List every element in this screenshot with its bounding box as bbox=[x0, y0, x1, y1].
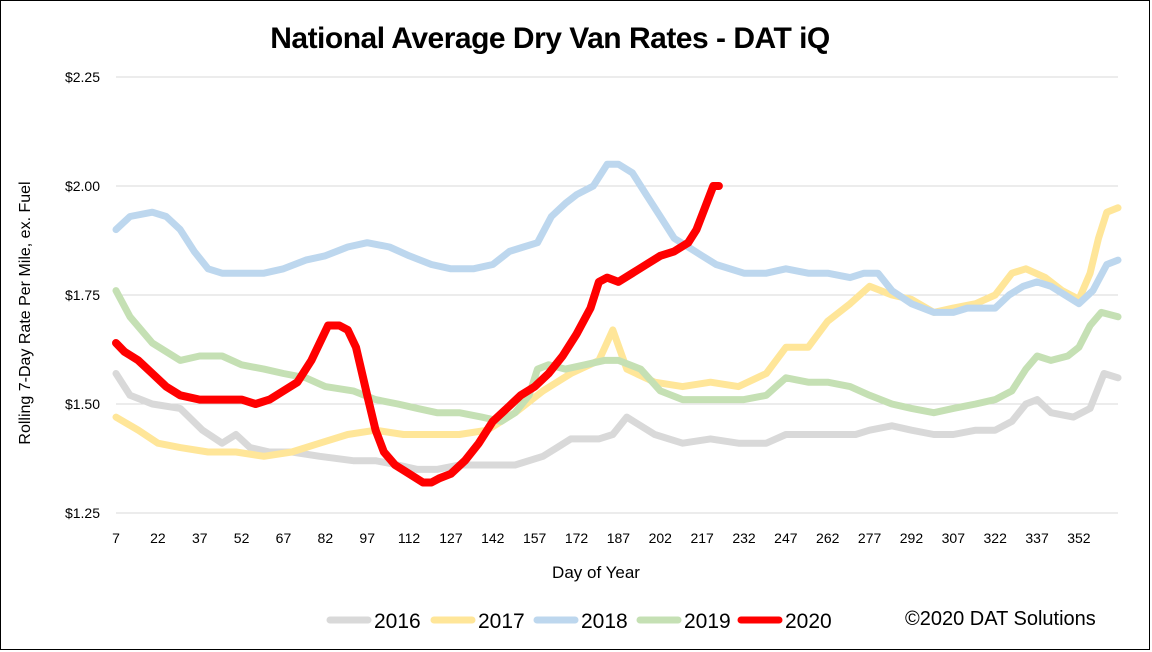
legend-label-2017: 2017 bbox=[478, 610, 525, 633]
y-tick-label: $1.25 bbox=[65, 505, 100, 521]
x-tick-labels: 7 22 37 52 67 82 97 112 127 142 157 172 187 202 217 232… bbox=[112, 530, 1091, 546]
y-tick-label: $1.75 bbox=[65, 287, 100, 303]
x-tick-label: 337 bbox=[1025, 530, 1049, 546]
x-tick-label: 127 bbox=[439, 530, 463, 546]
legend-label-2016: 2016 bbox=[374, 610, 421, 633]
x-tick-label: 97 bbox=[359, 530, 375, 546]
x-tick-label: 262 bbox=[816, 530, 840, 546]
x-tick-label: 247 bbox=[774, 530, 798, 546]
x-tick-label: 187 bbox=[607, 530, 631, 546]
copyright-notice: ©2020 DAT Solutions bbox=[905, 608, 1096, 630]
x-tick-label: 307 bbox=[942, 530, 966, 546]
chart-title: National Average Dry Van Rates - DAT iQ bbox=[270, 22, 830, 55]
series-lines bbox=[112, 160, 1122, 487]
y-tick-label: $2.00 bbox=[65, 178, 100, 194]
series-line-2017 bbox=[112, 204, 1122, 460]
legend-label-2018: 2018 bbox=[581, 610, 628, 633]
grid-lines bbox=[116, 76, 1118, 514]
legend-label-2020: 2020 bbox=[785, 610, 832, 633]
x-tick-label: 217 bbox=[690, 530, 714, 546]
x-tick-label: 202 bbox=[649, 530, 673, 546]
x-tick-label: 142 bbox=[481, 530, 505, 546]
x-tick-label: 172 bbox=[565, 530, 589, 546]
legend-label-2019: 2019 bbox=[684, 610, 731, 633]
x-tick-label: 157 bbox=[523, 530, 547, 546]
x-tick-label: 292 bbox=[900, 530, 924, 546]
y-tick-labels: $1.25 $1.50 $1.75 $2.00 $2.25 bbox=[65, 69, 100, 521]
x-tick-label: 82 bbox=[318, 530, 334, 546]
x-tick-label: 37 bbox=[192, 530, 208, 546]
x-tick-label: 52 bbox=[234, 530, 250, 546]
x-tick-label: 112 bbox=[398, 530, 421, 546]
y-tick-label: $2.25 bbox=[65, 69, 100, 85]
x-axis-label: Day of Year bbox=[552, 563, 640, 582]
x-tick-label: 67 bbox=[276, 530, 292, 546]
x-tick-label: 232 bbox=[732, 530, 756, 546]
series-line-2020 bbox=[112, 182, 723, 487]
x-tick-label: 277 bbox=[858, 530, 882, 546]
x-tick-label: 352 bbox=[1067, 530, 1091, 546]
x-tick-label: 22 bbox=[150, 530, 166, 546]
x-tick-label: 322 bbox=[984, 530, 1008, 546]
x-tick-label: 7 bbox=[112, 530, 120, 546]
y-tick-label: $1.50 bbox=[65, 396, 100, 412]
legend: 2016 2017 2018 2019 2020 bbox=[326, 610, 832, 633]
series-line-2018 bbox=[112, 160, 1122, 316]
